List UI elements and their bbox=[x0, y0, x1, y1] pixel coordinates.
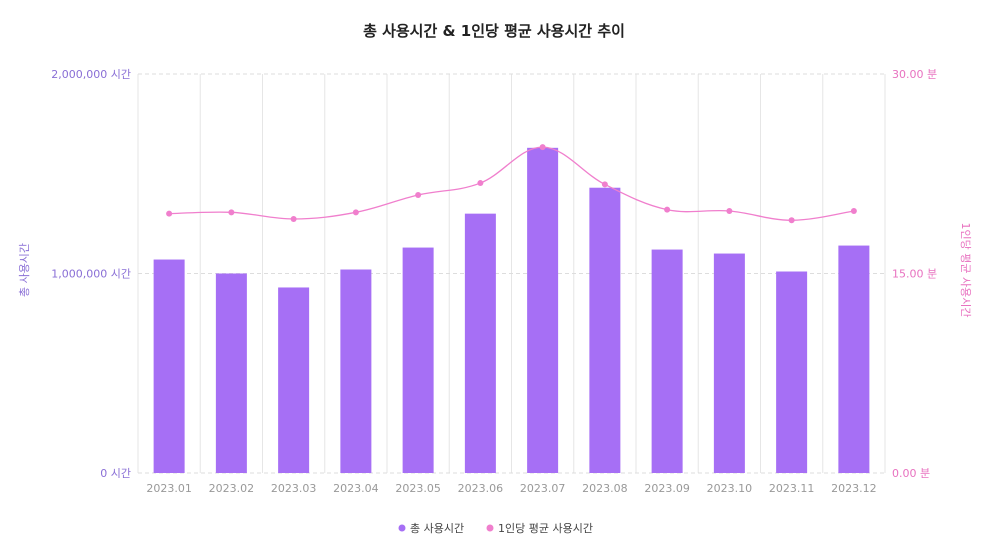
left-axis-title: 총 사용시간 bbox=[18, 243, 31, 297]
point-2023.01[interactable] bbox=[166, 210, 173, 217]
point-2023.02[interactable] bbox=[228, 209, 235, 216]
line-series bbox=[166, 144, 857, 224]
bar-2023.05[interactable] bbox=[402, 247, 434, 473]
point-2023.08[interactable] bbox=[601, 181, 608, 188]
bar-2023.12[interactable] bbox=[838, 245, 870, 473]
bar-2023.03[interactable] bbox=[278, 287, 310, 473]
left-tick-label: 1,000,000 시간 bbox=[51, 268, 131, 281]
left-tick-label: 2,000,000 시간 bbox=[51, 68, 131, 81]
point-2023.06[interactable] bbox=[477, 180, 484, 187]
right-axis-ticks: 0.00 분 15.00 분 30.00 분 bbox=[892, 68, 937, 480]
x-tick-label: 2023.05 bbox=[395, 482, 441, 495]
x-tick-label: 2023.02 bbox=[209, 482, 255, 495]
bar-2023.11[interactable] bbox=[776, 271, 808, 473]
chart-title: 총 사용시간 & 1인당 평균 사용시간 추이 bbox=[363, 22, 625, 40]
right-tick-label: 15.00 분 bbox=[892, 268, 937, 281]
left-axis-ticks: 0 시간 1,000,000 시간 2,000,000 시간 bbox=[51, 68, 131, 480]
point-2023.10[interactable] bbox=[726, 207, 733, 214]
bar-2023.10[interactable] bbox=[713, 253, 745, 473]
point-2023.03[interactable] bbox=[290, 215, 297, 222]
point-2023.09[interactable] bbox=[664, 206, 671, 213]
legend-line-marker bbox=[486, 524, 494, 532]
x-tick-label: 2023.11 bbox=[769, 482, 815, 495]
x-tick-label: 2023.07 bbox=[520, 482, 566, 495]
legend-line-label: 1인당 평균 사용시간 bbox=[498, 522, 593, 535]
legend-item-line[interactable]: 1인당 평균 사용시간 bbox=[486, 522, 593, 535]
x-tick-label: 2023.03 bbox=[271, 482, 317, 495]
x-tick-label: 2023.06 bbox=[458, 482, 504, 495]
point-2023.11[interactable] bbox=[788, 217, 795, 224]
x-tick-label: 2023.10 bbox=[707, 482, 753, 495]
x-tick-label: 2023.08 bbox=[582, 482, 628, 495]
legend-bar-label: 총 사용시간 bbox=[410, 522, 464, 535]
bar-2023.09[interactable] bbox=[651, 249, 683, 473]
point-2023.04[interactable] bbox=[352, 209, 359, 216]
grid-lines bbox=[137, 73, 886, 474]
bar-2023.07[interactable] bbox=[527, 147, 559, 473]
bar-2023.02[interactable] bbox=[215, 273, 247, 474]
left-tick-label: 0 시간 bbox=[100, 467, 131, 480]
x-axis-ticks: 2023.01 2023.02 2023.03 2023.04 2023.05 2023.… bbox=[146, 482, 876, 495]
bar-2023.08[interactable] bbox=[589, 187, 621, 473]
x-tick-label: 2023.09 bbox=[644, 482, 690, 495]
right-tick-label: 30.00 분 bbox=[892, 68, 937, 81]
x-tick-label: 2023.12 bbox=[831, 482, 877, 495]
x-tick-label: 2023.04 bbox=[333, 482, 379, 495]
point-2023.07[interactable] bbox=[539, 144, 546, 151]
legend-item-bar[interactable]: 총 사용시간 bbox=[398, 522, 465, 535]
bar-2023.01[interactable] bbox=[153, 259, 185, 473]
bar-2023.06[interactable] bbox=[464, 213, 496, 473]
legend-bar-marker bbox=[398, 524, 406, 532]
right-axis-title: 1인당 평균 사용시간 bbox=[959, 223, 972, 318]
bar-2023.04[interactable] bbox=[340, 269, 372, 473]
legend: 총 사용시간 1인당 평균 사용시간 bbox=[398, 522, 593, 535]
point-2023.05[interactable] bbox=[415, 192, 422, 199]
right-tick-label: 0.00 분 bbox=[892, 467, 930, 480]
point-2023.12[interactable] bbox=[850, 207, 857, 214]
bar-series bbox=[153, 147, 870, 474]
x-tick-label: 2023.01 bbox=[146, 482, 192, 495]
